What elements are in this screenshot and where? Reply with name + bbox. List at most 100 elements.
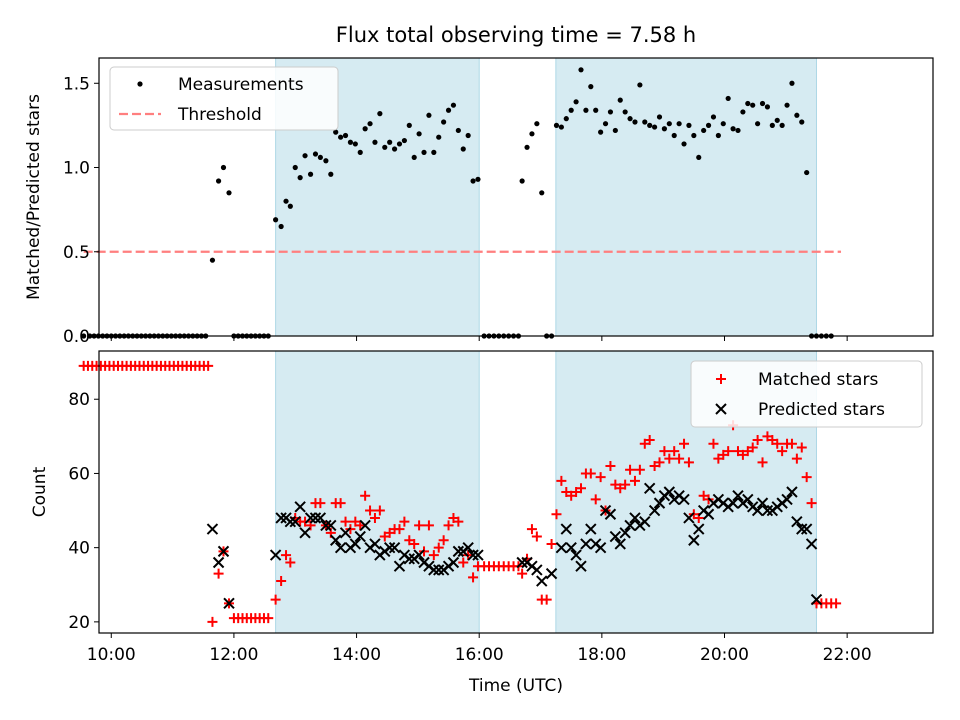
predicted-stars-point (643, 482, 656, 494)
predicted-stars-point (354, 530, 366, 543)
measurement-point (774, 117, 780, 123)
x-tick-label: 18:00 (577, 645, 626, 665)
measurement-point (701, 127, 707, 134)
matched-stars-point (360, 490, 371, 501)
measurement-point (661, 126, 668, 132)
matched-stars-point (679, 438, 690, 449)
matched-stars-point (556, 475, 567, 486)
measurement-point (804, 169, 810, 176)
predicted-stars-point (693, 523, 705, 535)
predicted-stars-point (294, 501, 306, 513)
x-tick-label: 20:00 (700, 645, 749, 665)
measurement-point (357, 149, 363, 155)
measurement-point (725, 95, 731, 102)
measurement-point (696, 154, 702, 161)
matched-stars-point (757, 457, 768, 468)
matched-stars-point (595, 472, 606, 483)
predicted-stars-point (330, 534, 342, 546)
measurement-point (297, 175, 303, 181)
predicted-stars-point (433, 564, 445, 576)
measurement-point (411, 154, 417, 161)
measurement-point (740, 109, 746, 115)
axes-frame (98, 57, 934, 337)
predicted-stars-point (555, 541, 568, 554)
predicted-stars-point (781, 493, 793, 506)
measurement-point (401, 137, 407, 144)
measurement-point (681, 141, 687, 147)
measurement-point (524, 144, 530, 150)
predicted-stars-point (585, 523, 597, 535)
legend-marker-matched (716, 374, 726, 384)
measurement-point (226, 190, 232, 196)
measurement-point (617, 97, 623, 103)
predicted-stars-point (786, 486, 798, 498)
predicted-stars-point (447, 556, 460, 569)
measurement-point (215, 178, 222, 184)
predicted-stars-point (624, 519, 636, 532)
predicted-stars-point (678, 493, 690, 506)
legend-label-threshold: Threshold (177, 105, 262, 125)
measurement-point (367, 121, 373, 127)
matched-stars-point (585, 468, 596, 479)
matched-stars-point (517, 568, 528, 579)
measurement-point (750, 102, 756, 108)
predicted-stars-point (428, 564, 440, 576)
measurement-point (715, 132, 721, 139)
predicted-stars-point (756, 497, 769, 509)
measurement-point (637, 82, 643, 88)
predicted-stars-point (369, 538, 381, 550)
measurement-point (431, 149, 437, 155)
y-tick-label: 0.0 (63, 327, 90, 347)
y-tick-label: 80 (68, 390, 90, 410)
measurement-point (441, 119, 447, 125)
measurement-point (607, 109, 614, 115)
y-tick-label: 40 (68, 539, 90, 559)
matched-stars-point (213, 568, 224, 579)
matched-stars-point (433, 542, 444, 553)
measurement-point (387, 139, 393, 145)
matched-stars-point (831, 598, 842, 609)
predicted-stars-point (472, 549, 484, 561)
x-tick-label: 22:00 (823, 645, 872, 665)
predicted-stars-point (289, 515, 301, 528)
predicted-stars-point (212, 556, 225, 569)
predicted-stars-point (531, 564, 543, 576)
measurement-point (278, 223, 284, 230)
predicted-stars-point (570, 549, 582, 561)
y-tick-label: 1.5 (63, 74, 90, 94)
measurement-point (686, 122, 692, 128)
legend-box (690, 360, 923, 428)
measurement-point (445, 107, 452, 113)
predicted-stars-point (742, 493, 754, 506)
measurement-point (426, 112, 432, 118)
predicted-stars-point (614, 538, 626, 550)
measurement-point (573, 99, 579, 105)
measurement-point (307, 171, 314, 177)
measurement-point (317, 154, 323, 161)
matched-stars-point (394, 524, 405, 535)
matched-stars-point (428, 550, 439, 561)
measurement-point (799, 119, 805, 125)
measurement-point (81, 333, 87, 339)
predicted-stars-point (304, 512, 317, 524)
predicted-stars-point (383, 541, 396, 554)
measurement-point (519, 178, 525, 184)
matched-stars-point (659, 446, 670, 457)
matched-stars-point (590, 494, 601, 505)
predicted-stars-point (334, 541, 347, 554)
x-tick-label: 16:00 (455, 645, 504, 665)
measurement-point (720, 121, 726, 127)
measurement-point (656, 114, 663, 120)
measurement-point (377, 111, 383, 117)
measurement-point (287, 203, 293, 209)
matched-stars-point (468, 572, 479, 583)
matched-stars-point (791, 453, 802, 464)
legend-label-matched: Matched stars (758, 370, 878, 390)
matched-stars-point (620, 479, 631, 490)
measurement-point (312, 151, 319, 157)
measurement-point (745, 100, 751, 107)
measurement-point (794, 112, 800, 118)
predicted-stars-point (545, 567, 558, 580)
predicted-stars-point (314, 512, 327, 524)
measurement-point (460, 146, 466, 152)
